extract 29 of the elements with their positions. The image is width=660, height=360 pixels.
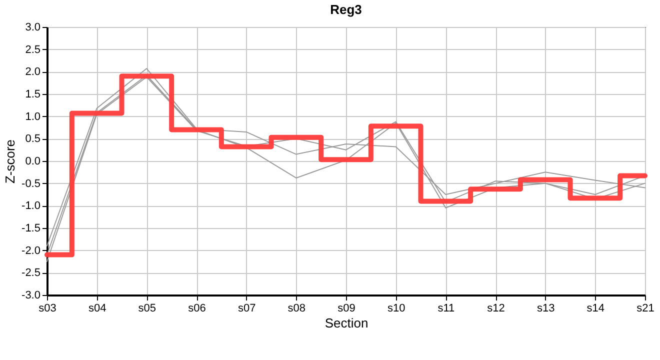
x-tick-label: s05	[138, 302, 156, 314]
x-tick-label: s21	[636, 302, 654, 314]
x-tick-label: s12	[487, 302, 505, 314]
chart-title: Reg3	[330, 2, 362, 17]
x-tick-label: s08	[288, 302, 306, 314]
y-tick-label: -1.5	[22, 222, 40, 234]
y-tick-label: -1.0	[22, 200, 40, 212]
x-tick-label: s11	[438, 302, 455, 314]
y-tick-label: -3.0	[22, 290, 40, 302]
y-tick-label: 1.5	[25, 88, 40, 100]
y-tick-label: 0.0	[25, 156, 40, 168]
x-axis-title: Section	[324, 316, 368, 330]
y-tick-label: 0.5	[25, 133, 40, 146]
y-axis-title: Z-score	[2, 139, 18, 184]
x-tick-label: s07	[238, 302, 256, 314]
x-tick-label: s04	[88, 302, 106, 314]
y-tick-label: 1.0	[25, 110, 40, 123]
y-tick-label: -2.5	[22, 267, 40, 280]
x-tick-label: s14	[586, 302, 605, 314]
y-tick-label: -0.5	[22, 178, 40, 190]
x-tick-label: s06	[188, 302, 206, 314]
x-tick-label: s10	[387, 302, 406, 314]
x-tick-label: s13	[536, 302, 555, 314]
y-tick-label: 2.5	[25, 44, 40, 56]
x-tick-label: s09	[338, 302, 356, 314]
y-tick-label: 3.0	[25, 22, 40, 34]
y-tick-label: 2.0	[25, 66, 40, 78]
y-tick-label: -2.0	[22, 244, 40, 257]
x-tick-label: s03	[38, 302, 56, 314]
